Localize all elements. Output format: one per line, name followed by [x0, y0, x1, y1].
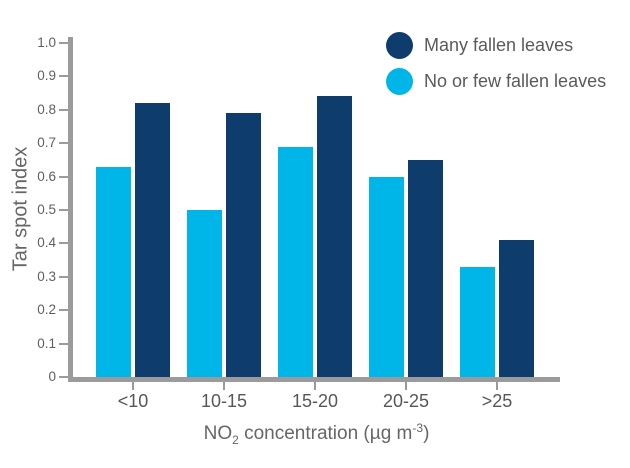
y-tick	[59, 209, 68, 211]
x-axis-title-end: )	[423, 423, 430, 444]
y-tick	[59, 376, 68, 378]
x-category-label: >25	[481, 391, 513, 411]
x-axis-title: NO2 concentration (µg m-3)	[73, 421, 560, 447]
x-axis-line	[68, 377, 560, 382]
bar-left->25	[460, 266, 495, 377]
bar-right-20-25	[408, 159, 443, 377]
y-tick-label: 0.2	[37, 302, 56, 318]
y-tick	[59, 242, 68, 245]
x-axis-title-superscript: -3	[412, 421, 424, 435]
x-axis-title-subscript: 2	[232, 433, 239, 447]
y-tick-label: 0.7	[37, 135, 56, 151]
plot-area	[73, 43, 560, 377]
legend-item-many-fallen-leaves: Many fallen leaves	[386, 32, 606, 59]
y-tick	[59, 142, 68, 145]
x-category-label: 20-25	[382, 391, 430, 411]
y-tick	[59, 309, 68, 312]
y-tick	[59, 75, 68, 78]
y-tick	[59, 275, 68, 278]
y-tick-label: 0.5	[37, 202, 56, 217]
legend-item-no-or-few-fallen-leaves: No or few fallen leaves	[386, 68, 606, 95]
legend-label-no-or-few-fallen-leaves: No or few fallen leaves	[424, 71, 607, 91]
x-tick	[496, 382, 498, 390]
x-category-label: 15-20	[291, 391, 339, 411]
y-tick-label: 0.3	[37, 268, 56, 284]
y-tick	[59, 108, 68, 111]
y-tick	[59, 175, 68, 178]
y-tick-label: 0.1	[37, 335, 56, 351]
bar-left-20-25	[369, 176, 404, 377]
bar-right-15-20	[317, 96, 352, 377]
x-tick	[132, 382, 134, 390]
bar-left-10-15	[187, 210, 222, 377]
legend: Many fallen leaves No or few fallen leav…	[386, 32, 606, 104]
x-tick	[223, 382, 225, 390]
y-tick-label: 1.0	[37, 35, 56, 50]
legend-swatch-no-or-few-fallen-leaves	[386, 68, 413, 95]
bar-right-10-15	[226, 113, 261, 377]
y-tick-label: 0.8	[37, 101, 56, 117]
y-axis-line	[68, 37, 73, 382]
y-tick-label: 0.9	[37, 68, 56, 84]
bar-right->25	[499, 240, 534, 377]
y-tick-label: 0.4	[37, 235, 56, 251]
x-axis-title-mid: concentration (µg m	[238, 423, 413, 444]
x-axis-title-base: NO	[203, 423, 233, 444]
y-tick	[59, 342, 68, 345]
y-tick-label: 0	[48, 369, 56, 384]
bar-left-<10	[96, 166, 131, 377]
legend-swatch-many-fallen-leaves	[386, 32, 413, 59]
x-tick	[405, 382, 407, 390]
legend-label-many-fallen-leaves: Many fallen leaves	[424, 35, 574, 55]
x-category-label: <10	[117, 391, 149, 411]
x-tick	[314, 382, 316, 390]
y-tick-label: 0.6	[37, 168, 56, 184]
y-tick	[59, 42, 68, 44]
x-category-label: 10-15	[200, 391, 248, 411]
bar-right-<10	[135, 103, 170, 377]
bar-left-15-20	[278, 146, 313, 377]
